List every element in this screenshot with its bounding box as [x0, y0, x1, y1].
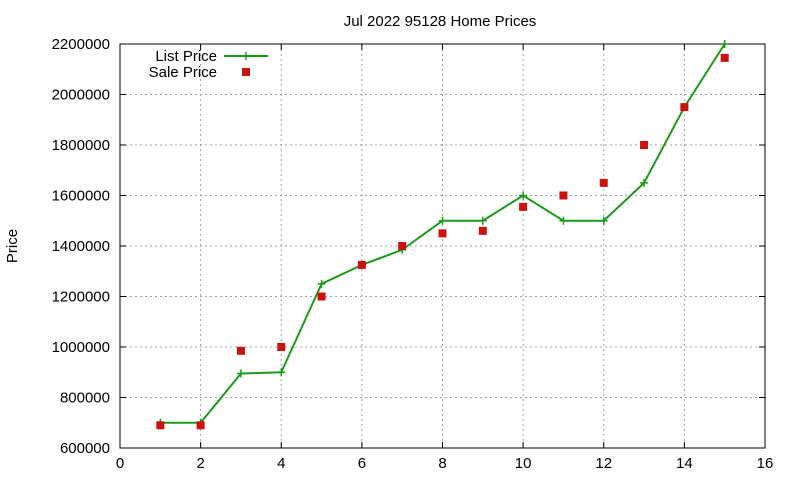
- y-axis-label: Price: [4, 229, 21, 263]
- legend-marker: [242, 52, 250, 60]
- y-tick-label: 2200000: [52, 36, 110, 53]
- x-tick-label: 12: [595, 455, 612, 472]
- x-tick-label: 4: [277, 455, 285, 472]
- data-point: [519, 191, 528, 200]
- legend-marker: [242, 68, 250, 76]
- grid-lines: [120, 44, 765, 448]
- data-point: [398, 242, 407, 250]
- y-tick-label: 1200000: [52, 289, 110, 306]
- x-tick-label: 16: [757, 455, 774, 472]
- data-point: [236, 346, 245, 355]
- series-layer: [156, 40, 729, 430]
- y-tick-label: 1800000: [52, 137, 110, 154]
- y-tick-label: 1400000: [52, 238, 110, 255]
- data-point: [599, 216, 608, 225]
- data-point: [519, 202, 528, 211]
- data-point: [640, 141, 649, 149]
- series-1: [156, 53, 729, 430]
- chart-title: Jul 2022 95128 Home Prices: [344, 13, 537, 30]
- data-point: [438, 216, 447, 225]
- data-point: [156, 421, 165, 430]
- data-point: [478, 216, 487, 225]
- data-point: [559, 216, 568, 225]
- data-point: [640, 178, 649, 187]
- x-tick-label: 14: [676, 455, 693, 472]
- y-tick-label: 2000000: [52, 87, 110, 104]
- data-point: [277, 368, 286, 377]
- legend-label: List Price: [155, 48, 217, 65]
- data-point: [317, 292, 326, 301]
- x-tick-label: 10: [515, 455, 532, 472]
- y-tick-label: 600000: [60, 440, 110, 457]
- y-tick-label: 1000000: [52, 339, 110, 356]
- data-point: [720, 53, 729, 62]
- data-point: [317, 279, 326, 288]
- axis-ticks: 0 2 4 6 8 10 12 14 16 600000 800000 1000000 1200000 1…: [52, 36, 774, 472]
- x-tick-label: 2: [196, 455, 204, 472]
- x-tick-label: 8: [438, 455, 446, 472]
- data-point: [478, 226, 487, 235]
- data-point: [236, 369, 245, 378]
- data-point: [720, 40, 729, 48]
- y-tick-label: 800000: [60, 390, 110, 407]
- data-point: [196, 421, 205, 430]
- legend-label: Sale Price: [149, 64, 217, 81]
- data-point: [357, 260, 366, 269]
- data-point: [277, 343, 286, 351]
- y-tick-label: 1600000: [52, 188, 110, 205]
- data-point: [599, 178, 608, 187]
- data-point: [559, 191, 568, 200]
- data-point: [438, 229, 447, 238]
- x-tick-label: 0: [116, 455, 124, 472]
- data-point: [680, 103, 689, 112]
- x-tick-label: 6: [358, 455, 366, 472]
